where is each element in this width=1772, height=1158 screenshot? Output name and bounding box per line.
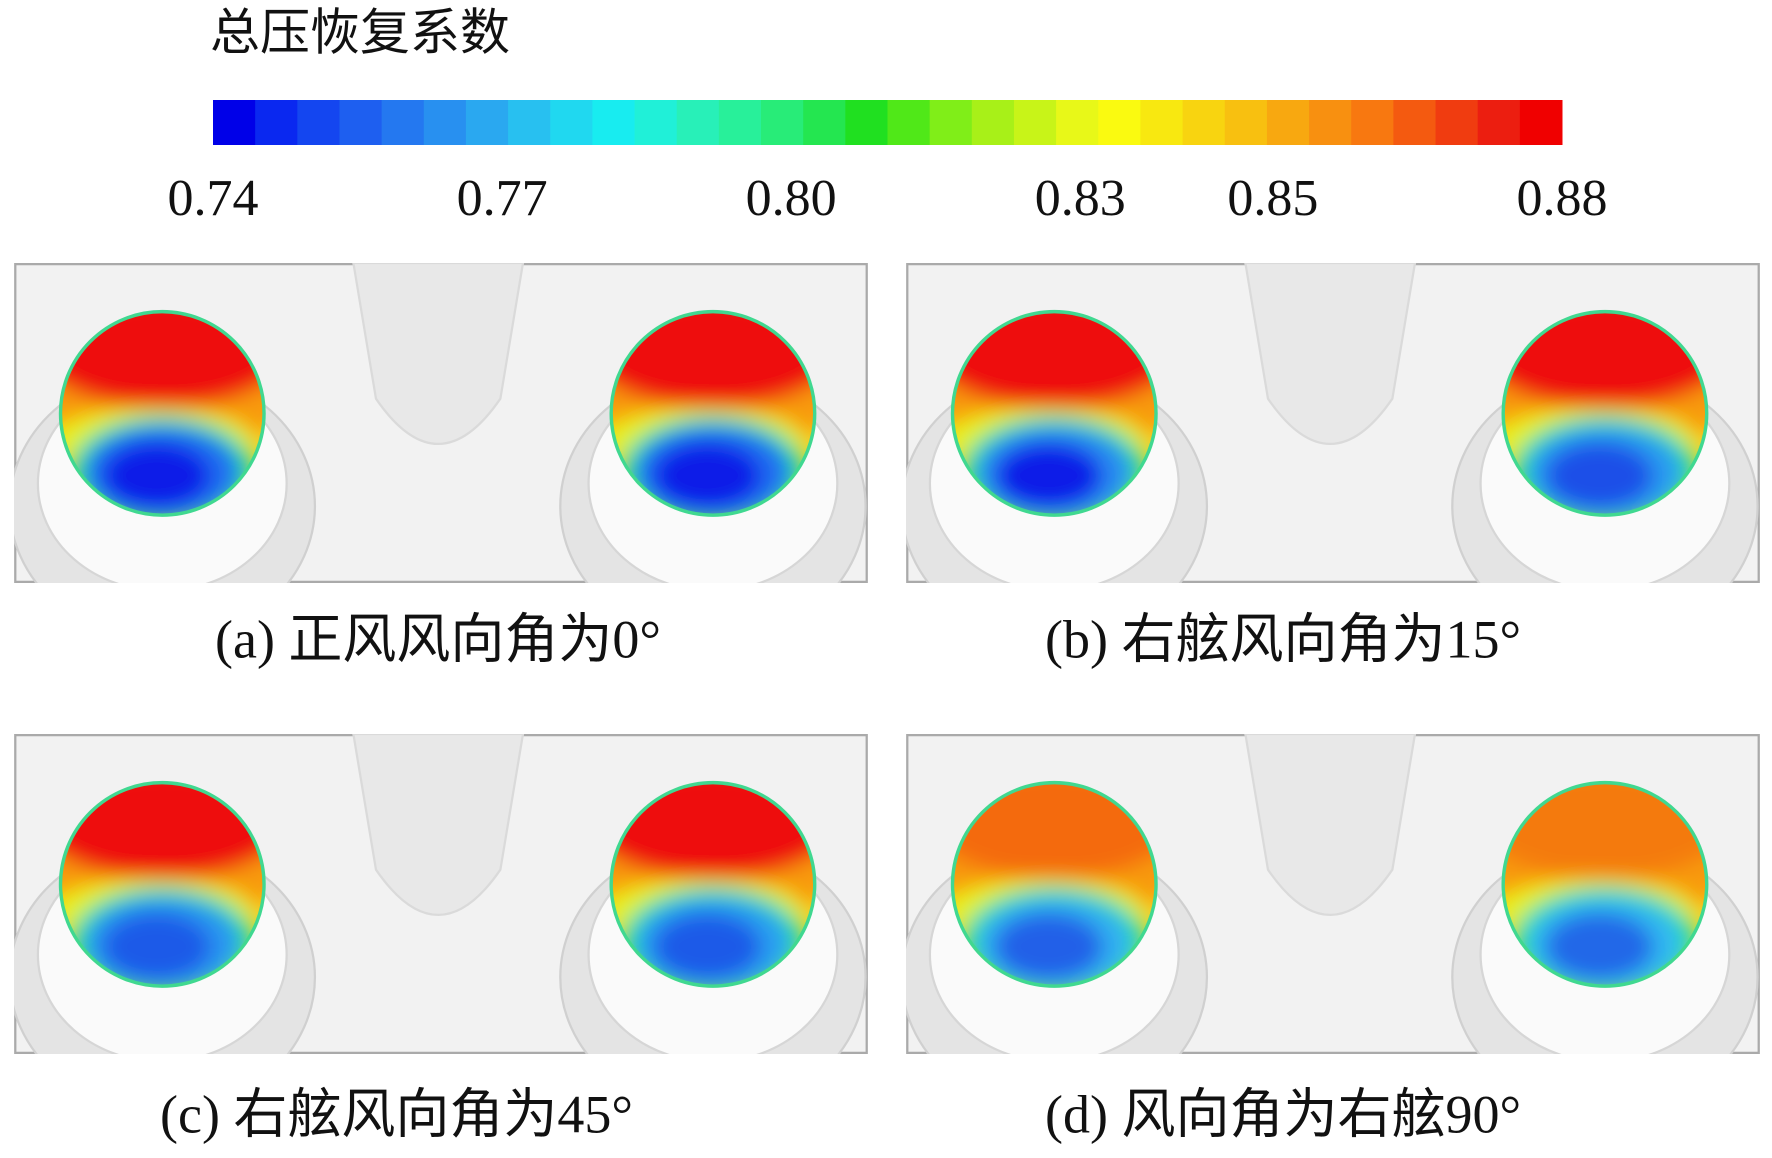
color-step [339, 100, 383, 145]
color-step [297, 100, 340, 145]
disk-rim [609, 309, 817, 517]
color-step [1309, 100, 1352, 145]
band [1545, 441, 1654, 510]
contour-disk [611, 311, 815, 516]
contour-panel [906, 734, 1760, 1054]
color-step [592, 100, 636, 145]
color-step [1224, 100, 1268, 145]
color-step [887, 100, 931, 145]
hull [352, 734, 525, 917]
hull [1244, 734, 1417, 917]
color-step [255, 100, 298, 145]
tick-label: 0.85 [1227, 170, 1318, 227]
tick-label: 0.88 [1517, 170, 1608, 227]
color-step [1519, 100, 1563, 145]
panels [14, 263, 1760, 1054]
color-step [761, 100, 804, 145]
band [1545, 912, 1654, 981]
color-step [1056, 100, 1099, 145]
color-step [845, 100, 888, 145]
color-step [1477, 100, 1521, 145]
disk-rim [58, 309, 266, 517]
color-step [1013, 100, 1057, 145]
panel-caption: (c) 右舷风向角为45° [160, 1084, 633, 1144]
color-step [1182, 100, 1226, 145]
color-step [1393, 100, 1437, 145]
tick-label: 0.77 [457, 170, 548, 227]
band [653, 441, 762, 510]
disk-rim [950, 780, 1158, 988]
color-step [971, 100, 1015, 145]
color-step [1351, 100, 1394, 145]
tick-label: 0.80 [746, 170, 837, 227]
band [102, 441, 211, 510]
panel-caption: (d) 风向角为右舷90° [1045, 1084, 1521, 1144]
colorbar-title: 总压恢复系数 [210, 4, 510, 62]
panel-caption: (a) 正风风向角为0° [215, 609, 661, 669]
color-step [423, 100, 467, 145]
tick-label: 0.74 [168, 170, 259, 227]
colorbar-ticks: 0.74 0.77 0.80 0.83 0.85 0.88 [168, 170, 1608, 227]
disk-rim [950, 309, 1158, 517]
band [994, 441, 1103, 510]
band [653, 912, 762, 981]
hull [352, 263, 525, 446]
hull [1244, 263, 1417, 446]
color-step [550, 100, 593, 145]
color-step [718, 100, 762, 145]
color-step [465, 100, 509, 145]
color-step [1435, 100, 1479, 145]
color-step [929, 100, 973, 145]
colorbar [213, 100, 1563, 145]
color-step [676, 100, 720, 145]
disk-field [611, 311, 815, 516]
color-step [1098, 100, 1141, 145]
disk-rim [1501, 309, 1709, 517]
contour-panel [906, 263, 1760, 583]
color-step [1266, 100, 1310, 145]
disk-rim [58, 780, 266, 988]
color-step [1140, 100, 1184, 145]
color-step [381, 100, 425, 145]
contour-panel [14, 263, 868, 583]
disk-rim [609, 780, 817, 988]
color-step [508, 100, 551, 145]
band [102, 912, 211, 981]
tick-label: 0.83 [1035, 170, 1126, 227]
disk-rim [1501, 780, 1709, 988]
contour-panel [14, 734, 868, 1054]
panel-caption: (b) 右舷风向角为15° [1045, 609, 1521, 669]
color-step [213, 100, 256, 145]
band [994, 912, 1103, 981]
color-step [634, 100, 678, 145]
color-step [803, 100, 846, 145]
